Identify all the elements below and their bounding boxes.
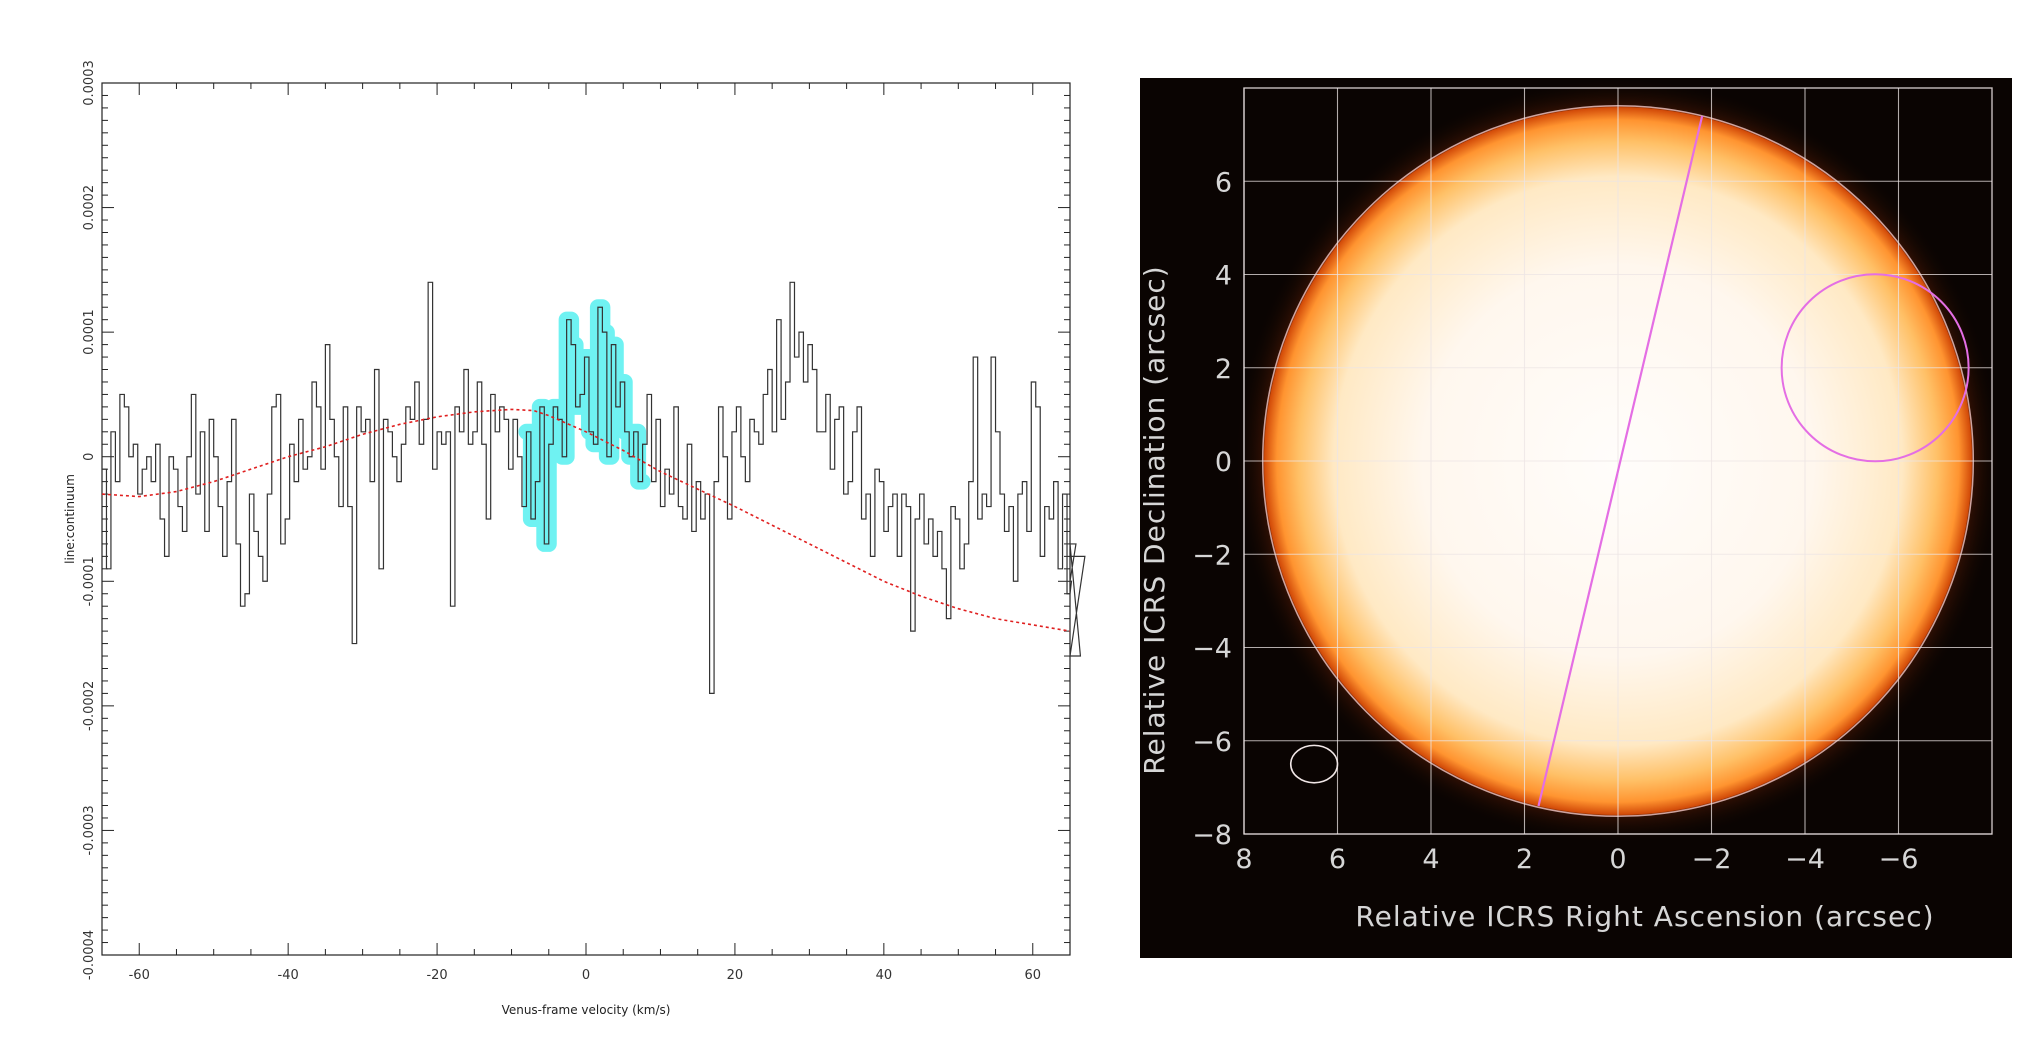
- image-x-axis-label: Relative ICRS Right Ascension (arcsec): [1355, 900, 1934, 933]
- dec-tick-label: −2: [1192, 540, 1232, 571]
- model-fit-line: [101, 408, 1071, 632]
- ra-tick-label: 2: [1516, 844, 1533, 875]
- x-tick-label: 0: [582, 968, 590, 983]
- spectrum-tick-labels: -60 -40 -20 0 20 40 60 -0.0004 -0.0003 -0.0002 -0.…: [82, 60, 1041, 983]
- observed-step-line: [102, 281, 1086, 694]
- y-tick-label: 0: [82, 453, 97, 461]
- dec-tick-label: −6: [1192, 727, 1232, 758]
- venus-image-panel: 8 6 4 2 0 −2 −4 −6 −8 −6 −4 −2 0 2 4 6 Relative ICRS Ri…: [1140, 78, 2012, 958]
- beam-ellipse: [1289, 744, 1339, 784]
- image-tick-labels: 8 6 4 2 0 −2 −4 −6 −8 −6 −4 −2 0 2 4 6: [1192, 167, 1918, 875]
- spectrum-series: [102, 281, 1086, 694]
- model-fit-series: [101, 408, 1071, 632]
- image-overlays: [1289, 115, 1970, 807]
- slit-line: [1537, 115, 1704, 807]
- dec-tick-label: 6: [1215, 167, 1232, 198]
- dec-tick-label: 4: [1215, 261, 1232, 292]
- y-tick-label: -0.0003: [82, 805, 97, 855]
- x-tick-label: 60: [1024, 968, 1041, 983]
- x-tick-label: -60: [129, 968, 150, 983]
- ra-tick-label: −4: [1785, 844, 1825, 875]
- spectrum-plot-frame: [101, 82, 1071, 956]
- ra-tick-label: −6: [1879, 844, 1919, 875]
- x-tick-label: -20: [426, 968, 447, 983]
- dec-tick-label: −4: [1192, 634, 1232, 665]
- ra-tick-label: 0: [1609, 844, 1626, 875]
- ra-tick-label: 8: [1235, 844, 1252, 875]
- image-y-axis-label: Relative ICRS Declination (arcsec): [1140, 265, 1171, 774]
- y-tick-label: -0.0004: [82, 930, 97, 980]
- ra-tick-label: 6: [1329, 844, 1346, 875]
- dec-tick-label: −8: [1192, 820, 1232, 851]
- coordinate-grid: [1243, 87, 1993, 835]
- dec-tick-label: 2: [1215, 354, 1232, 385]
- y-tick-label: 0.0001: [82, 309, 97, 355]
- x-tick-label: 20: [727, 968, 744, 983]
- y-tick-label: -0.0002: [82, 681, 97, 731]
- ra-tick-label: 4: [1422, 844, 1439, 875]
- y-tick-label: -0.0001: [82, 556, 97, 606]
- dec-tick-label: 0: [1215, 447, 1232, 478]
- x-tick-label: 40: [876, 968, 893, 983]
- ra-tick-label: −2: [1692, 844, 1732, 875]
- x-tick-label: -40: [278, 968, 299, 983]
- y-tick-label: 0.0003: [82, 60, 97, 106]
- y-tick-label: 0.0002: [82, 185, 97, 231]
- spectrum-chart: -60 -40 -20 0 20 40 60 -0.0004 -0.0003 -0.0002 -0.…: [63, 60, 1086, 1017]
- spectrum-x-axis-label: Venus-frame velocity (km/s): [502, 1003, 671, 1017]
- aperture-circle: [1780, 273, 1970, 463]
- spectrum-y-axis-label: line:continuum: [63, 474, 77, 564]
